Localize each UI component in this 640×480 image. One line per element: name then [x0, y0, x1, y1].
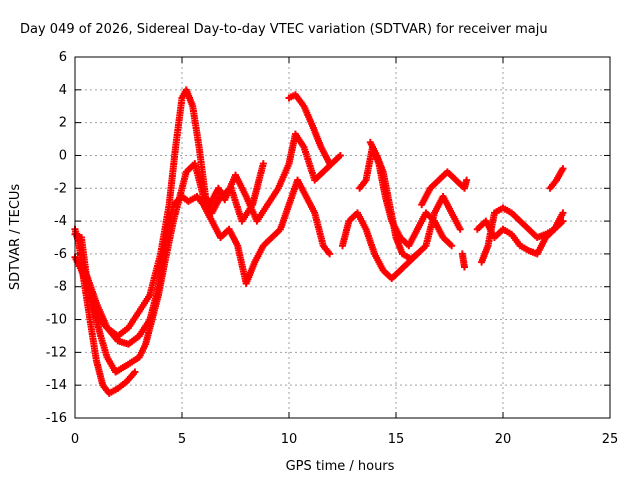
x-tick-label: 5 — [178, 432, 186, 447]
y-tick-label: -8 — [54, 280, 67, 295]
x-tick-label: 0 — [71, 432, 79, 447]
y-tick-label: -6 — [54, 247, 67, 262]
data-point — [413, 250, 421, 258]
x-tick-label: 10 — [281, 432, 298, 447]
data-point — [456, 225, 464, 233]
data-point — [326, 160, 334, 168]
data-point — [559, 165, 567, 173]
x-tick-label: 15 — [388, 432, 405, 447]
x-axis-label: GPS time / hours — [286, 459, 395, 474]
data-point — [559, 217, 567, 225]
y-tick-label: -2 — [54, 181, 67, 196]
x-tick-label: 25 — [602, 432, 619, 447]
data-point — [259, 160, 267, 168]
data-point — [336, 151, 344, 159]
chart-title: Day 049 of 2026, Sidereal Day-to-day VTE… — [20, 22, 548, 37]
y-tick-label: -12 — [46, 345, 67, 360]
y-tick-label: -14 — [46, 378, 67, 393]
y-axis-label: SDTVAR / TECUs — [8, 184, 23, 291]
plot-frame — [74, 56, 611, 419]
data-point — [448, 242, 456, 250]
y-tick-label: 6 — [59, 50, 67, 65]
y-tick-label: -10 — [46, 313, 67, 328]
y-tick-label: -16 — [46, 411, 67, 426]
data-point — [463, 176, 471, 184]
y-tick-label: 4 — [59, 83, 67, 98]
axes: -16 -14 -12 -10 -8 -6 -4 -2 0 2 4 6 0 5 10 15 20 25 — [46, 50, 619, 447]
data-point — [559, 209, 567, 217]
data-points — [71, 86, 567, 397]
x-tick-label: 20 — [495, 432, 512, 447]
y-tick-label: 0 — [59, 148, 67, 163]
y-tick-label: 2 — [59, 116, 67, 131]
data-point — [460, 263, 468, 271]
data-point — [131, 368, 139, 376]
y-tick-label: -4 — [54, 214, 67, 229]
data-point — [326, 250, 334, 258]
